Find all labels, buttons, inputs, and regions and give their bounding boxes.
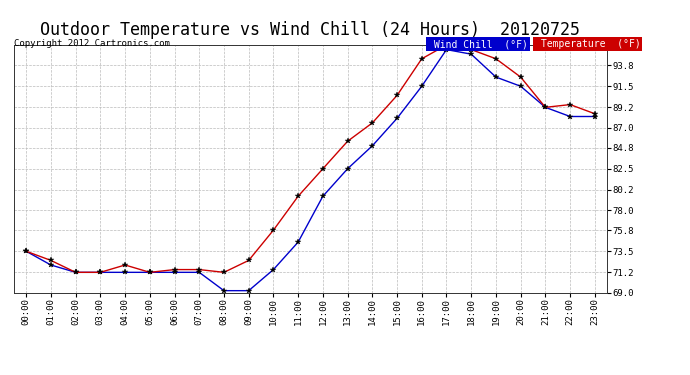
Text: Temperature  (°F): Temperature (°F) xyxy=(535,39,640,50)
Text: Outdoor Temperature vs Wind Chill (24 Hours)  20120725: Outdoor Temperature vs Wind Chill (24 Ho… xyxy=(41,21,580,39)
Text: Copyright 2012 Cartronics.com: Copyright 2012 Cartronics.com xyxy=(14,39,170,48)
Text: Wind Chill  (°F): Wind Chill (°F) xyxy=(428,39,528,50)
